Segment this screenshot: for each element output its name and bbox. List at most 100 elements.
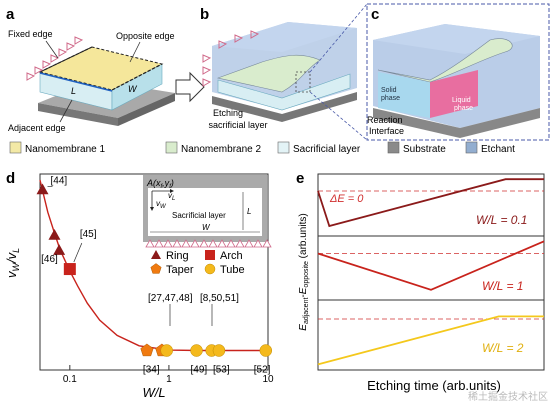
inset-W-label: W (202, 223, 211, 232)
legend-label: Etchant (481, 144, 515, 155)
legend-swatch (277, 141, 290, 154)
legend-label: Substrate (403, 144, 446, 155)
etchant-c-top (373, 24, 540, 54)
vW-arrowhead (150, 207, 154, 211)
series-label-1: W/L = 0.1 (476, 213, 527, 227)
inset-point-label: A(xf,yf) (146, 178, 174, 190)
etchant-top (212, 22, 357, 52)
process-arrow (175, 71, 205, 103)
panel-c-letter: c (371, 6, 379, 23)
point-ref-label: [52] (254, 365, 271, 376)
solid-phase-label-2: phase (381, 95, 400, 102)
vW-label: vW (156, 199, 167, 210)
x-tick-label: 1 (166, 374, 172, 385)
series-label-3: W/L = 2 (482, 341, 524, 355)
legend-swatch (165, 141, 178, 154)
energy-line (317, 178, 544, 228)
inset-sacrificial-label: Sacrificial layer (172, 211, 226, 220)
legend-label: Sacrificial layer (293, 144, 361, 155)
anchor-triangle (26, 72, 36, 81)
inset-schematic: A(xf,yf) vL vW Sacrificial layer L W (143, 175, 272, 248)
marker-circle (204, 263, 216, 275)
anchor-triangle (253, 239, 263, 248)
anchor-triangle (190, 239, 200, 248)
group-label-1: [27,47,48] (148, 293, 193, 304)
anchor-triangle (202, 66, 212, 75)
anchor-triangle (217, 239, 227, 248)
anchor-triangle (250, 30, 260, 39)
data-points-d: [44] [46] [45] [34] [49] [53] [52] (36, 175, 273, 376)
panel-a-letter: a (6, 6, 15, 23)
marker-triangle (151, 250, 161, 259)
anchor-triangles-b (202, 30, 260, 87)
point-ref-label: [46] (41, 254, 58, 265)
panel-b-letter: b (200, 6, 209, 23)
marker-triangle (48, 228, 61, 240)
zoom-box (295, 71, 311, 93)
liquid-phase-label-1: Liquid (452, 97, 471, 104)
axis-ticks-d: 0.1 1 10 (63, 365, 274, 385)
anchor-triangle (202, 54, 212, 63)
shape-legend: Ring Arch Taper Tube (150, 250, 245, 276)
marker-square (63, 263, 76, 276)
panel-a: a Fixed edge Opposite edge L W Adjacent … (6, 6, 175, 133)
inset-anchors (145, 239, 272, 248)
y-axis-label-e: Eadjacent-Eopposite (arb.units) (298, 213, 310, 330)
anchor-triangle (42, 60, 52, 69)
panel-d-letter: d (6, 170, 15, 187)
marker-circle (190, 344, 203, 357)
anchor-triangle (181, 239, 191, 248)
anchor-triangle (145, 239, 155, 248)
panel-b: b Etching sacrificial layer (200, 6, 357, 130)
shape-legend-label: Taper (166, 264, 194, 276)
material-legend: Nanomembrane 1 Nanomembrane 2 Sacrificial … (9, 141, 515, 155)
sacrificial-b (217, 73, 351, 111)
width-label: W (128, 84, 138, 94)
etching-caption-2: sacrificial layer (208, 120, 267, 130)
inset-L-label: L (247, 207, 251, 216)
marker-pentagon (140, 343, 154, 357)
vL-arrowhead (170, 189, 174, 193)
opposite-edge-label: Opposite edge (116, 31, 175, 41)
anchor-triangle (74, 36, 84, 45)
marker-circle (259, 344, 273, 357)
x-tick-label: 10 (262, 374, 274, 385)
zoom-line-2 (309, 91, 368, 141)
substrate-side (118, 93, 175, 126)
delta-e-annotation: ΔE = 0 (329, 193, 364, 205)
point-ref-label: [34] (143, 365, 160, 376)
anchor-triangle (208, 239, 218, 248)
substrate-b (212, 92, 357, 122)
marker-triangle (53, 244, 66, 255)
shape-legend-label: Ring (166, 250, 189, 262)
anchor-triangle (202, 78, 212, 87)
substrate-front (38, 103, 118, 126)
membrane-c (377, 38, 513, 83)
panel-d: d 0.1 1 10 [44] [46] [45] [34] [49] [53] [52] A(… (4, 170, 274, 400)
reaction-label-1: Reaction (367, 115, 403, 125)
reaction-label-2: Interface (369, 126, 404, 136)
anchor-triangle (172, 239, 182, 248)
shape-legend-label: Tube (220, 264, 245, 276)
point-ref-label: [45] (80, 229, 97, 240)
anchor-triangle (50, 54, 60, 63)
vL-label: vL (168, 191, 175, 202)
anchor-triangle (262, 239, 272, 248)
energy-line (317, 315, 544, 366)
group-label-2: [8,50,51] (200, 293, 239, 304)
anchor-triangle (34, 66, 44, 75)
substrate-c (373, 108, 540, 138)
fixed-edge-label: Fixed edge (8, 29, 53, 39)
marker-pentagon (150, 263, 162, 274)
adjacent-edge-pointer (59, 99, 73, 123)
legend-swatch (465, 141, 478, 154)
anchor-triangle (66, 42, 76, 51)
panel-c: c Solid phase Liquid phase Reaction Inte… (309, 3, 550, 141)
series-label-2: W/L = 1 (482, 279, 523, 293)
adjacent-edge-label: Adjacent edge (8, 123, 66, 133)
anchor-triangle (234, 34, 244, 43)
liquid-phase-label-2: phase (454, 105, 473, 112)
x-tick-label: 0.1 (63, 374, 77, 385)
legend-swatch (387, 141, 400, 154)
